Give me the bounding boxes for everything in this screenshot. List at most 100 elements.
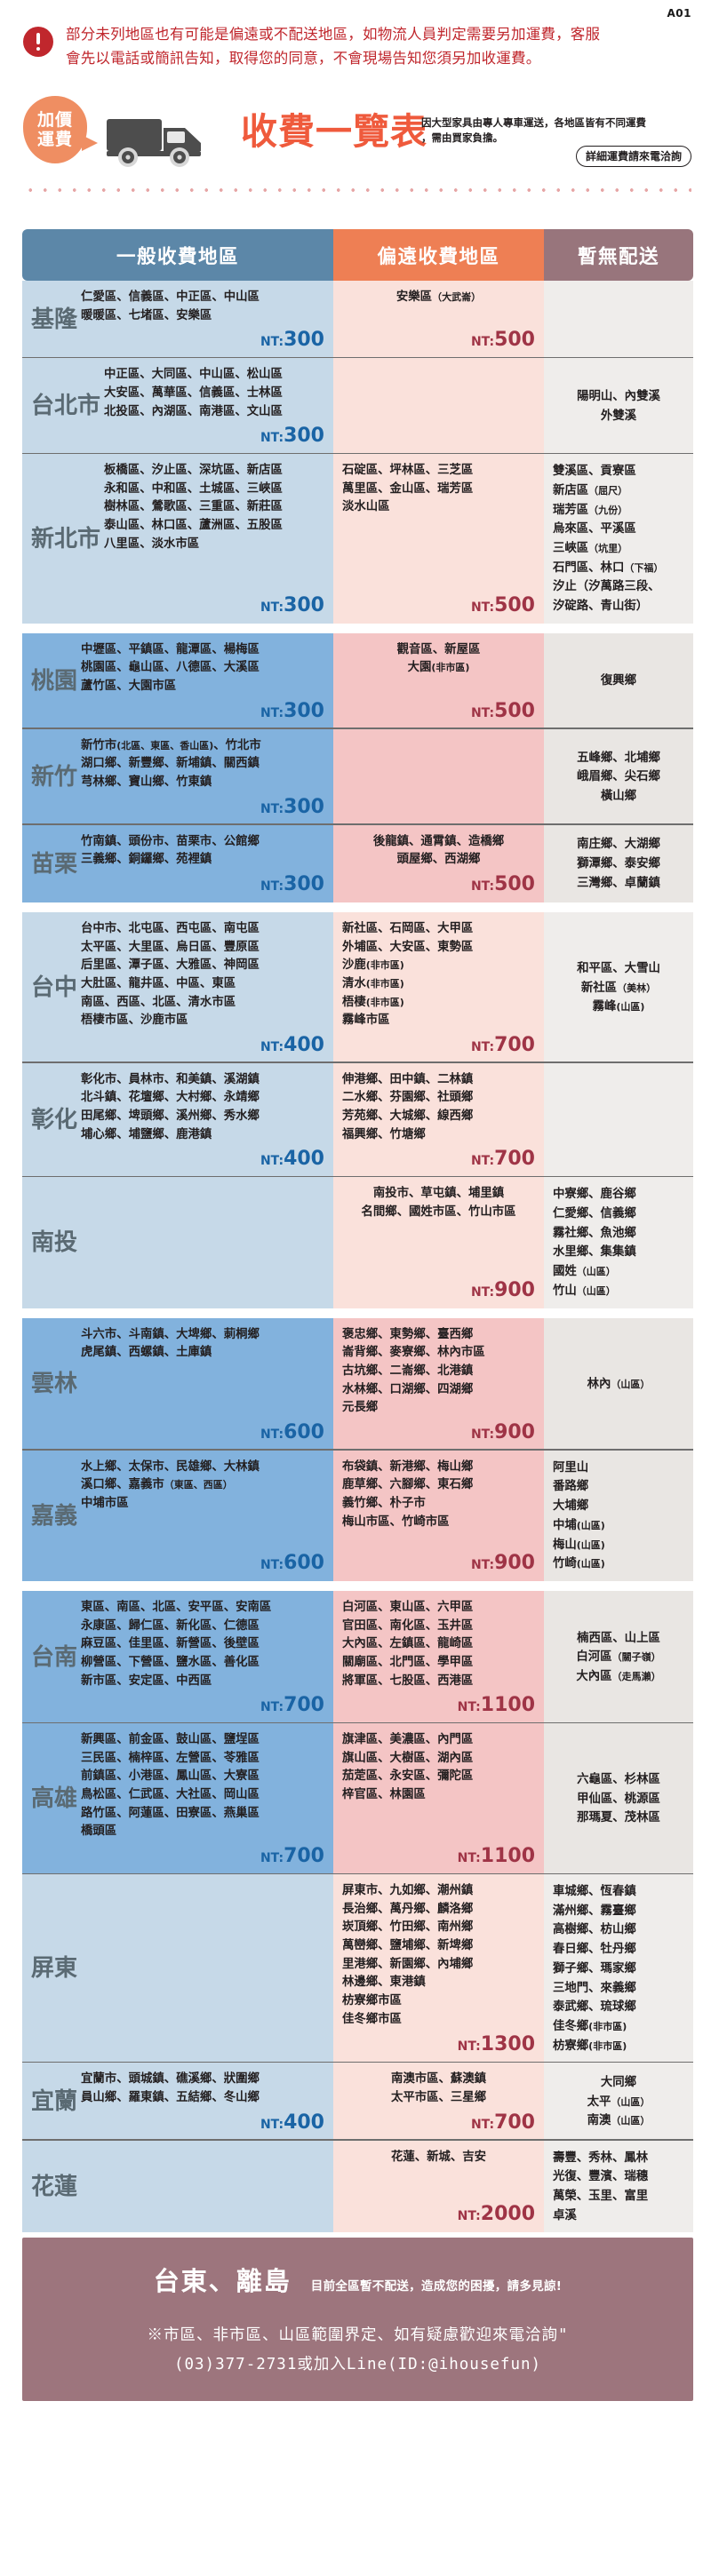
cell-remote-area: 白河區、東山區、六甲區 官田區、南化區、玉井區 大內區、左鎮區、龍崎區 關廟區、北門區… (333, 1591, 544, 1724)
price-remote: NT:1100 (457, 1845, 535, 1868)
area-list: 楠西區、山上區 白河區（關子嶺） 大內區（走馬瀨） (576, 1631, 661, 1683)
province-label: 台北市 (31, 393, 101, 420)
cell-normal-area: 彰化彰化市、員林市、和美鎮、溪湖鎮 北斗鎮、花壇鄉、大村鄉、永靖鄉 田尾鄉、埤頭鄉、… (22, 1062, 333, 1178)
cell-unavailable-area: 和平區、大雪山 新社區（美林） 霧峰(山區) (544, 911, 693, 1063)
page-code: A01 (667, 7, 691, 20)
notice-banner: 部分未列地區也有可能是偏遠或不配送地區，如物流人員判定需要另加運費，客服 會先以… (23, 23, 688, 70)
price-normal: NT:300 (260, 795, 324, 818)
table-row: 花蓮 花蓮、新城、吉安 NT:2000 壽豐、秀林、鳳林 光復、豐濱、瑞穗 萬榮、玉里、富… (22, 2140, 693, 2233)
area-list: 仁愛區、信義區、中正區、中山區 暖暖區、七堵區、安樂區 (81, 290, 260, 322)
cell-normal-area: 嘉義水上鄉、太保市、民雄鄉、大林鎮 溪口鄉、嘉義市（東區、西區） 中埔市區 NT:60… (22, 1450, 333, 1581)
cell-remote-area: 觀音區、新屋區 大園(非市區) NT:500 (333, 632, 544, 729)
area-list: 伸港鄉、田中鎮、二林鎮 二水鄉、芬園鄉、社頭鄉 芳苑鄉、大城鄉、線西鄉 福興鄉、竹塘鄉 (342, 1072, 474, 1141)
price-normal: NT:300 (260, 699, 324, 722)
price-remote: NT:500 (470, 699, 535, 722)
delivery-truck-icon (105, 114, 220, 172)
cell-unavailable-area: 林內（山區） (544, 1317, 693, 1451)
cell-normal-area: 新竹新竹市(北區、東區、香山區)、竹北市 湖口鄉、新豐鄉、新埔鎮、關西鎮 芎林鄉、寶… (22, 728, 333, 825)
area-list: 水上鄉、太保市、民雄鄉、大林鎮 溪口鄉、嘉義市（東區、西區） 中埔市區 (81, 1459, 260, 1511)
cell-normal-area: 苗栗竹南鎮、頭份市、苗栗市、公館鄉 三義鄉、銅鑼鄉、苑裡鎮 NT:300 (22, 824, 333, 902)
price-normal: NT:400 (260, 1148, 324, 1171)
footer-line-2: ※市區、非市區、山區範圍界定、如有疑慮歡迎來電洽詢" (147, 2326, 569, 2344)
province-label: 台南 (31, 1643, 78, 1671)
price-normal: NT:300 (260, 593, 324, 616)
cell-normal-area: 雲林斗六市、斗南鎮、大埤鄉、莿桐鄉 虎尾鎮、西螺鎮、土庫鎮 NT:600 (22, 1317, 333, 1451)
price-normal: NT:400 (260, 1033, 324, 1056)
cell-remote-area: 布袋鎮、新港鄉、梅山鄉 鹿草鄉、六腳鄉、東石鄉 義竹鄉、朴子市 梅山市區、竹崎市區 NT… (333, 1450, 544, 1581)
badge-line-1: 加價 (36, 109, 73, 130)
table-body: 基隆仁愛區、信義區、中正區、中山區 暖暖區、七堵區、安樂區 NT:300 安樂區（大武… (22, 281, 693, 2233)
cell-remote-area (333, 358, 544, 455)
area-list: 雙溪區、貢寮區 新店區（屈尺） 瑞芳區（九份） 烏來區、平溪區 三峽區（坑里） 石門區、林… (553, 465, 664, 614)
cell-normal-area: 南投 (22, 1177, 333, 1308)
price-remote: NT:2000 (457, 2203, 535, 2226)
sub-note: 因大型家具由專人專車運送，各地區皆有不同運費 ，需由買家負擔。 (421, 115, 711, 147)
badge-line-2: 運費 (36, 130, 73, 149)
cell-unavailable-area: 車城鄉、恆春鎮 滿州鄉、霧臺鄉 高樹鄉、枋山鄉 春日鄉、牡丹鄉 獅子鄉、瑪家鄉 三地門、來… (544, 1874, 693, 2063)
area-list: 安樂區（大武崙） (395, 290, 482, 304)
cell-normal-area: 台南東區、南區、北區、安平區、安南區 永康區、歸仁區、新化區、仁德區 麻豆區、佳里區… (22, 1591, 333, 1724)
price-normal: NT:600 (260, 1420, 324, 1443)
area-list: 花蓮、新城、吉安 (390, 2150, 487, 2164)
table-row: 屏東 屏東市、九如鄉、潮州鎮 長治鄉、萬丹鄉、麟洛鄉 崁頂鄉、竹田鄉、南州鄉 萬巒鄉、鹽… (22, 1874, 693, 2063)
province-label: 屏東 (31, 1955, 78, 1983)
price-remote: NT:900 (470, 1278, 535, 1301)
cell-remote-area: 伸港鄉、田中鎮、二林鎮 二水鄉、芬園鄉、社頭鄉 芳苑鄉、大城鄉、線西鄉 福興鄉、竹塘鄉… (333, 1062, 544, 1178)
cell-remote-area: 褒忠鄉、東勢鄉、臺西鄉 崙背鄉、麥寮鄉、林內市區 古坑鄉、二崙鄉、北港鎮 水林鄉、口湖… (333, 1317, 544, 1451)
area-list: 陽明山、內雙溪 外雙溪 (577, 390, 660, 423)
table-row: 台南東區、南區、北區、安平區、安南區 永康區、歸仁區、新化區、仁德區 麻豆區、佳里區… (22, 1580, 693, 1724)
area-list: 壽豐、秀林、鳳林 光復、豐濱、瑞穗 萬榮、玉里、富里 卓溪 (553, 2151, 649, 2222)
cell-unavailable-area: 五峰鄉、北埔鄉 峨眉鄉、尖石鄉 橫山鄉 (544, 728, 693, 825)
cell-remote-area (333, 728, 544, 825)
cell-remote-area: 後龍鎮、通霄鎮、造橋鄉 頭屋鄉、西湖鄉 NT:500 (333, 824, 544, 902)
price-remote: NT:700 (470, 1148, 535, 1171)
area-list: 新興區、前金區、鼓山區、鹽埕區 三民區、楠梓區、左營區、苓雅區 前鎮區、小港區、鳳山… (81, 1733, 260, 1839)
province-label: 南投 (31, 1229, 78, 1257)
cell-unavailable-area: 六龜區、杉林區 甲仙區、桃源區 那瑪夏、茂林區 (544, 1723, 693, 1875)
province-label: 新竹 (31, 763, 78, 791)
cell-remote-area: 屏東市、九如鄉、潮州鎮 長治鄉、萬丹鄉、麟洛鄉 崁頂鄉、竹田鄉、南州鄉 萬巒鄉、鹽埔鄉… (333, 1874, 544, 2063)
table-row: 宜蘭宜蘭市、頭城鎮、礁溪鄉、狀圍鄉 員山鄉、羅東鎮、五結鄉、冬山鄉 NT:400 南澳… (22, 2063, 693, 2141)
table-row: 高雄新興區、前金區、鼓山區、鹽埕區 三民區、楠梓區、左營區、苓雅區 前鎮區、小港區、… (22, 1723, 693, 1875)
cell-normal-area: 高雄新興區、前金區、鼓山區、鹽埕區 三民區、楠梓區、左營區、苓雅區 前鎮區、小港區、… (22, 1723, 333, 1875)
contact-pill-button[interactable]: 詳細運費請來電洽詢 (575, 146, 691, 167)
price-remote: NT:500 (470, 593, 535, 616)
price-remote: NT:700 (470, 1033, 535, 1056)
price-remote: NT:900 (470, 1420, 535, 1443)
area-list: 五峰鄉、北埔鄉 峨眉鄉、尖石鄉 橫山鄉 (577, 751, 660, 804)
cell-normal-area: 桃園中壢區、平鎮區、龍潭區、楊梅區 桃園區、龜山區、八德區、大溪區 蘆竹區、大園市區… (22, 632, 333, 729)
table-row: 彰化彰化市、員林市、和美鎮、溪湖鎮 北斗鎮、花壇鄉、大村鄉、永靖鄉 田尾鄉、埤頭鄉、… (22, 1062, 693, 1178)
table-row: 台中台中市、北屯區、西屯區、南屯區 太平區、大里區、烏日區、豐原區 后里區、潭子區、… (22, 902, 693, 1063)
title-band: 加價 運費 收費一覽表 因大型家具由專人專車運送，各地區皆有不同運費 ，需由買家… (23, 96, 691, 174)
area-list: 新社區、石岡區、大甲區 外埔區、大安區、東勢區 沙鹿(非市區) 清水(非市區) 梧棲(非… (342, 921, 474, 1028)
cell-normal-area: 花蓮 (22, 2140, 333, 2233)
exclamation-circle-icon (23, 27, 53, 57)
area-list: 竹南鎮、頭份市、苗栗市、公館鄉 三義鄉、銅鑼鄉、苑裡鎮 (81, 834, 260, 867)
province-label: 基隆 (31, 306, 78, 333)
price-normal: NT:300 (260, 329, 324, 352)
price-remote: NT:500 (470, 329, 535, 352)
price-normal: NT:300 (260, 425, 324, 448)
cell-unavailable-area: 南庄鄉、大湖鄉 獅潭鄉、泰安鄉 三灣鄉、卓蘭鎮 (544, 824, 693, 902)
notice-line-1: 部分未列地區也有可能是偏遠或不配送地區，如物流人員判定需要另加運費，客服 (66, 26, 601, 43)
price-remote: NT:900 (470, 1552, 535, 1574)
cell-unavailable-area (544, 1062, 693, 1178)
cell-remote-area: 旗津區、美濃區、內門區 旗山區、大樹區、湖內區 茄萣區、永安區、彌陀區 梓官區、林園區… (333, 1723, 544, 1875)
province-label: 花蓮 (31, 2173, 78, 2200)
cell-unavailable-area: 阿里山 番路鄉 大埔鄉 中埔(山區) 梅山(山區) 竹崎(山區) (544, 1450, 693, 1581)
price-normal: NT:600 (260, 1552, 324, 1574)
cell-remote-area: 花蓮、新城、吉安 NT:2000 (333, 2140, 544, 2233)
cell-normal-area: 台中台中市、北屯區、西屯區、南屯區 太平區、大里區、烏日區、豐原區 后里區、潭子區、… (22, 911, 333, 1063)
area-list: 褒忠鄉、東勢鄉、臺西鄉 崙背鄉、麥寮鄉、林內市區 古坑鄉、二崙鄉、北港鎮 水林鄉、口湖… (342, 1327, 485, 1415)
province-label: 苗栗 (31, 850, 78, 878)
area-list: 阿里山 番路鄉 大埔鄉 中埔(山區) 梅山(山區) 竹崎(山區) (553, 1460, 605, 1571)
column-header-unavailable: 暫無配送 (544, 229, 693, 281)
province-label: 宜蘭 (31, 2088, 78, 2116)
area-list: 中正區、大同區、中山區、松山區 大安區、萬華區、信義區、士林區 北投區、內湖區、南港… (104, 368, 283, 418)
footer-line-3: (03)377-2731或加入Line(ID:@ihousefun) (173, 2356, 542, 2373)
table-header-row: 一般收費地區 偏遠收費地區 暫無配送 (22, 229, 693, 281)
province-label: 雲林 (31, 1371, 78, 1398)
area-list: 石碇區、坪林區、三芝區 萬里區、金山區、瑞芳區 淡水山區 (342, 464, 474, 514)
price-remote: NT:700 (470, 2111, 535, 2134)
cell-remote-area: 安樂區（大武崙） NT:500 (333, 281, 544, 359)
